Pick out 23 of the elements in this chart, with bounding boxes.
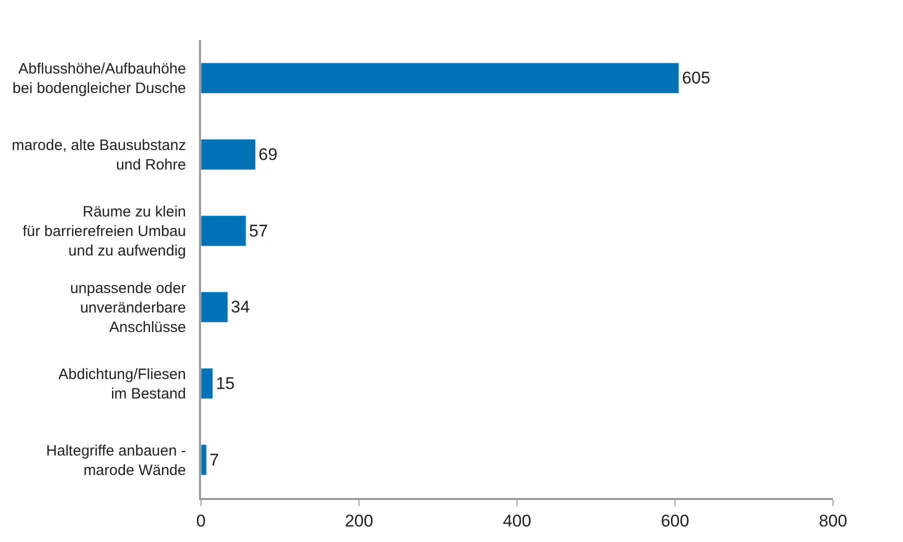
y-tick-label: Haltegriffe anbauen - marode Wände	[46, 442, 186, 479]
x-tick-label: 600	[660, 511, 690, 530]
x-tick-label: 800	[818, 511, 848, 530]
bar	[201, 444, 207, 476]
data-label: 7	[210, 450, 219, 470]
data-label: 15	[216, 374, 235, 393]
bar	[201, 368, 214, 400]
data-label: 57	[249, 221, 268, 240]
bar	[201, 215, 246, 246]
x-tick-label: 400	[502, 511, 532, 530]
y-tick-label: Räume zu klein für barrierefreien Umbau und zu aufwendig	[22, 204, 186, 260]
bar	[201, 62, 680, 94]
y-tick-label: unpassende oder unveränderbare Anschlüsse	[70, 280, 186, 336]
bar	[201, 138, 256, 170]
x-tick-label: 0	[196, 511, 206, 530]
x-tick-label: 200	[344, 511, 374, 530]
y-tick-label: Abflusshöhe/Aufbauhöhe bei bodengleicher Dusche	[12, 60, 186, 98]
y-tick-label: marode, alte Bausubstanz und Rohre	[12, 137, 186, 174]
data-label: 69	[258, 145, 278, 164]
bar	[201, 292, 228, 323]
data-label: 605	[682, 68, 710, 88]
y-tick-label: Abdichtung/Fliesen im Bestand	[58, 366, 186, 402]
data-label: 34	[230, 298, 250, 317]
